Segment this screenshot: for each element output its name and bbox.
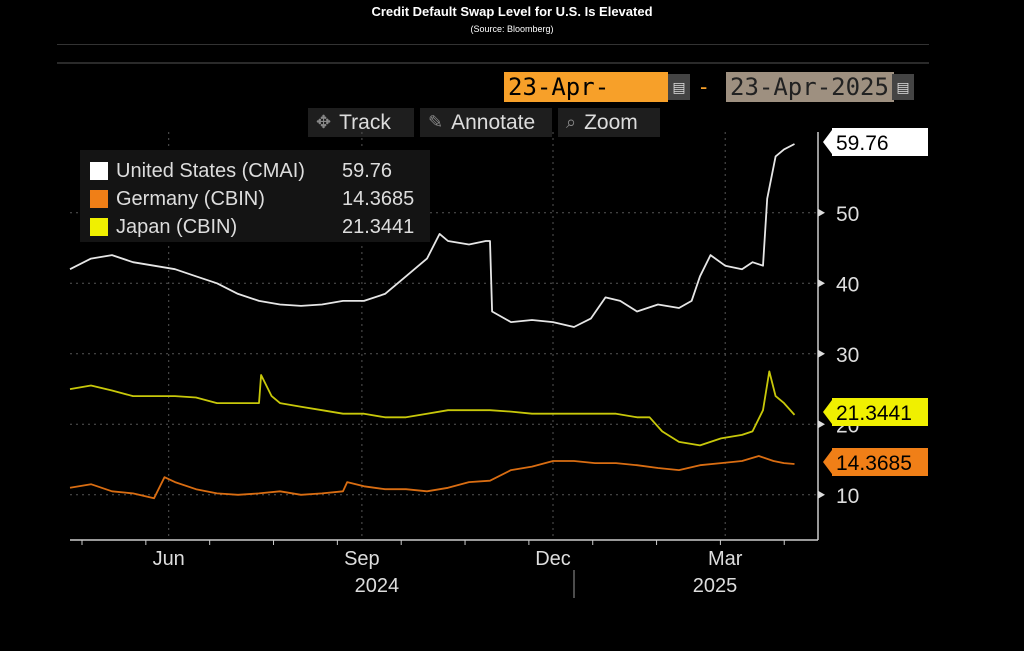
x-month-label: Jun [153,548,185,570]
last-value-text: 14.3685 [836,452,912,475]
series-line [69,370,796,447]
annotate-label: Annotate [451,111,536,134]
track-button[interactable]: ✥ Track [308,108,414,137]
x-year-label: 2025 [693,575,738,597]
y-tick-arrow [818,490,825,499]
legend-label: Germany (CBIN) [116,188,265,210]
annotate-button[interactable]: ✎ Annotate [420,108,552,137]
last-value-pointer [823,450,832,474]
last-value-box [832,128,928,156]
last-value-pointer [823,400,832,424]
last-value-label: 21.3441 [823,398,928,426]
panel-header-strip [57,44,929,64]
chart-title: Credit Default Swap Level for U.S. Is El… [371,4,653,19]
y-tick-label: 50 [836,203,859,226]
legend-swatch [90,190,108,208]
x-month-label: Dec [535,548,571,570]
last-value-box [832,398,928,426]
y-tick-arrow [818,349,825,358]
legend-value: 14.3685 [342,188,415,210]
crosshair-icon: ✥ [316,112,332,132]
legend-swatch [90,162,108,180]
y-tick-arrow [818,208,825,217]
zoom-button[interactable]: ⌕ Zoom [558,108,660,137]
chart-panel [57,44,929,606]
track-label: Track [339,111,391,134]
last-value-box [832,448,928,476]
y-tick-label: 30 [836,344,859,367]
zoom-label: Zoom [584,111,638,134]
legend-label: United States (CMAI) [116,160,305,182]
y-tick-label: 10 [836,485,859,508]
chart-subtitle: (Source: Bloomberg) [470,24,554,34]
legend-value: 21.3441 [342,216,415,238]
calendar-icon[interactable]: ▤ [892,74,914,100]
end-date-field[interactable]: 23-Apr-2025 [726,72,894,102]
series-line [69,143,795,328]
magnifier-icon: ⌕ [566,112,577,132]
last-value-text: 21.3441 [836,402,912,425]
pencil-icon: ✎ [428,112,444,132]
series-line [69,455,795,500]
y-tick-label: 40 [836,273,859,296]
y-tick-arrow [818,420,825,429]
last-value-label: 59.76 [823,128,928,156]
x-month-label: Mar [708,548,743,570]
last-value-label: 14.3685 [823,448,928,476]
last-value-pointer [823,130,832,154]
last-value-text: 59.76 [836,132,889,155]
y-tick-arrow [818,279,825,288]
date-range-separator: - [700,74,708,99]
legend[interactable]: United States (CMAI) 59.76 Germany (CBIN… [80,150,430,242]
legend-swatch [90,218,108,236]
legend-value: 59.76 [342,160,393,182]
x-month-label: Sep [344,548,380,570]
legend-label: Japan (CBIN) [116,216,238,238]
x-year-label: 2024 [355,575,400,597]
calendar-icon[interactable]: ▤ [668,74,690,100]
